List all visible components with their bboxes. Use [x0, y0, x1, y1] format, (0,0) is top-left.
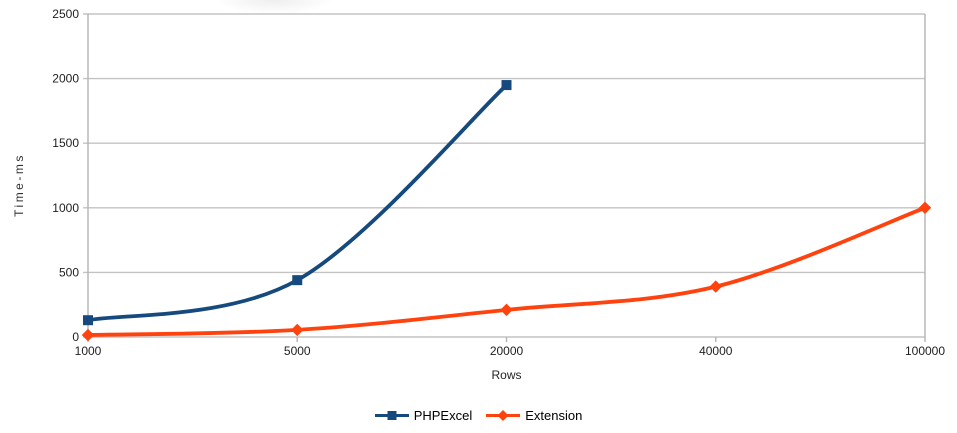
legend: PHPExcel Extension — [0, 404, 957, 426]
y-tick-label-500: 500 — [59, 265, 79, 279]
data-point-diamond-extension-2 — [500, 303, 513, 317]
x-tick-label-1000: 1000 — [75, 344, 102, 358]
x-axis-title: Rows — [491, 368, 522, 382]
data-point-diamond-extension-4 — [918, 201, 932, 214]
data-point-diamond-extension-3 — [709, 280, 722, 293]
y-axis-title: Time-ms — [12, 153, 26, 217]
chart-canvas: 0 500 1000 1500 2000 2500 1000 5000 20000 40000 10… — [52, 7, 945, 358]
data-point-square-phpexcel-2 — [501, 80, 512, 91]
legend-square-marker-icon — [387, 410, 397, 420]
y-tick-label-1500: 1500 — [52, 136, 79, 150]
legend-item-phpexcel: PHPExcel — [374, 407, 473, 423]
legend-label-phpexcel: PHPExcel — [413, 407, 473, 423]
legend-label-extension: Extension — [525, 407, 583, 423]
x-tick-label-40000: 40000 — [699, 344, 733, 358]
y-tick-label-0: 0 — [72, 330, 79, 344]
data-point-diamond-extension-0 — [81, 328, 95, 342]
y-tick-label-2500: 2500 — [52, 7, 79, 21]
x-tick-label-5000: 5000 — [284, 344, 311, 358]
legend-swatch-phpexcel-line-square — [374, 410, 409, 420]
data-point-square-phpexcel-1 — [292, 275, 303, 286]
x-tick-label-100000: 100000 — [905, 344, 945, 358]
legend-swatch-extension-line-diamond — [486, 409, 521, 421]
series-line-phpexcel — [86, 83, 509, 323]
legend-item-extension: Extension — [486, 408, 582, 423]
y-tick-label-1000: 1000 — [52, 201, 79, 215]
y-tick-label-2000: 2000 — [52, 72, 79, 86]
data-point-square-phpexcel-0 — [83, 315, 93, 326]
x-tick-label-20000: 20000 — [490, 344, 524, 358]
data-point-diamond-extension-1 — [291, 323, 304, 337]
legend-diamond-marker-icon — [497, 409, 509, 421]
